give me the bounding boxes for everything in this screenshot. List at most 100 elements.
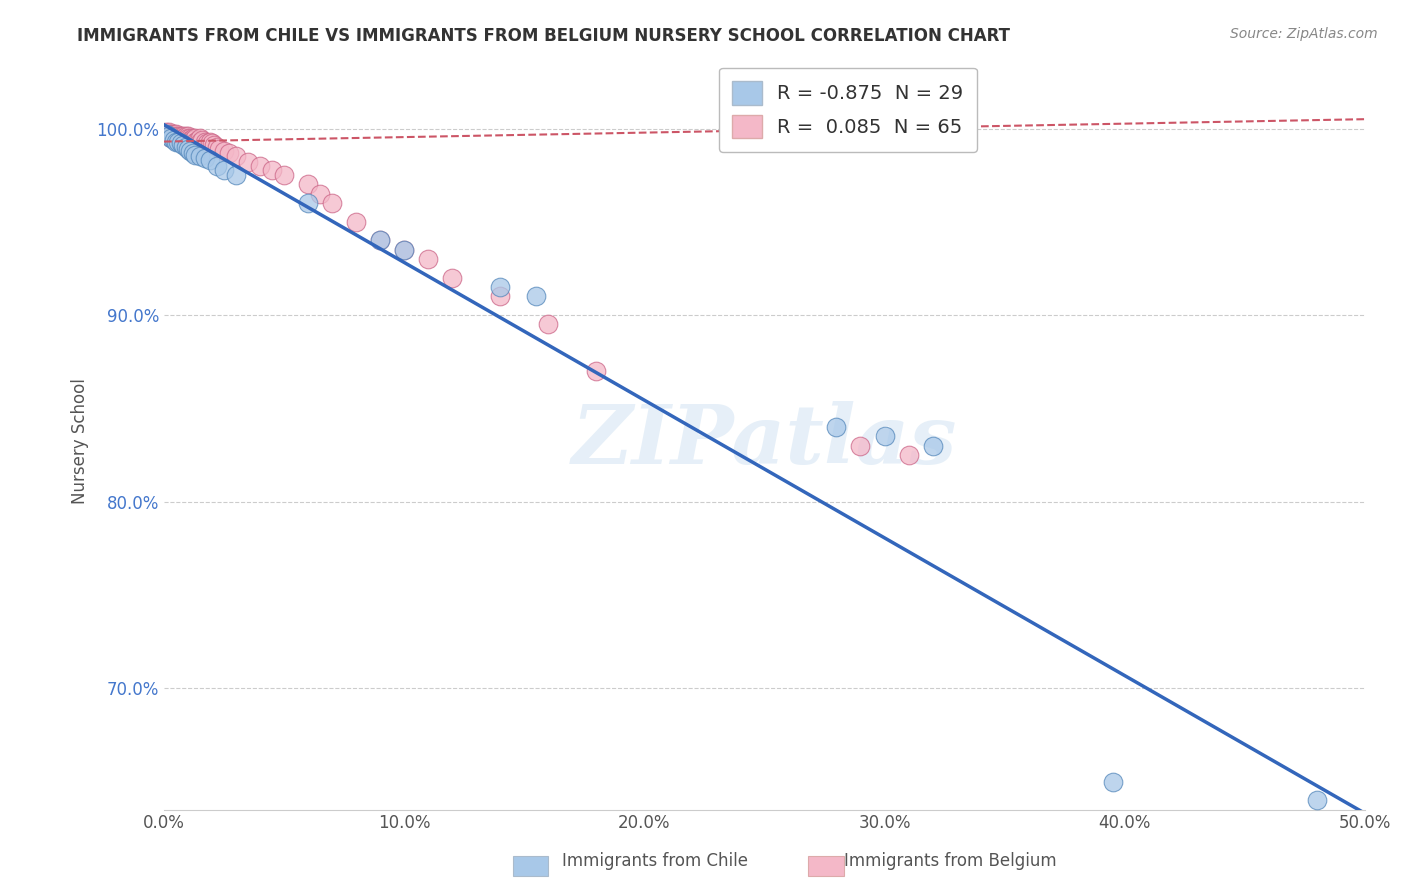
Point: [163, 128, 186, 143]
Point: [167, 131, 190, 145]
Point: [194, 135, 217, 149]
Point: [172, 128, 194, 143]
Point: [167, 133, 190, 147]
Point: [205, 140, 228, 154]
Point: [163, 131, 186, 145]
Point: [921, 439, 943, 453]
Point: [188, 131, 211, 145]
Legend: R = -0.875  N = 29, R =  0.085  N = 65: R = -0.875 N = 29, R = 0.085 N = 65: [718, 68, 977, 152]
Point: [163, 133, 186, 147]
Point: [897, 448, 920, 462]
Point: [262, 162, 284, 177]
Point: [179, 131, 201, 145]
Point: [179, 144, 201, 158]
Point: [537, 318, 560, 332]
Point: [392, 243, 415, 257]
Point: [212, 162, 235, 177]
Point: [873, 429, 896, 443]
Point: [170, 128, 193, 143]
Point: [188, 149, 211, 163]
Point: [195, 136, 218, 151]
Point: [825, 420, 848, 434]
Point: [249, 159, 271, 173]
Point: [184, 135, 207, 149]
Point: [208, 142, 231, 156]
Point: [194, 152, 217, 166]
Point: [157, 127, 180, 141]
Point: [297, 178, 319, 192]
Point: [174, 140, 197, 154]
Point: [170, 136, 193, 151]
Point: [191, 133, 214, 147]
Point: [198, 135, 221, 149]
Point: [174, 133, 197, 147]
Y-axis label: Nursery School: Nursery School: [72, 378, 89, 504]
Point: [198, 153, 221, 168]
Point: [212, 144, 235, 158]
Point: [172, 133, 194, 147]
Point: [155, 125, 177, 139]
Point: [188, 135, 211, 149]
Point: [225, 168, 247, 182]
Point: [177, 142, 200, 156]
Point: [157, 128, 180, 143]
Point: [157, 125, 180, 139]
Point: [849, 439, 872, 453]
Point: [160, 127, 183, 141]
Point: [170, 131, 193, 145]
Text: ZIPatlas: ZIPatlas: [572, 401, 957, 481]
Point: [163, 127, 186, 141]
Point: [418, 252, 440, 266]
Point: [157, 128, 180, 143]
Point: [181, 145, 204, 160]
Point: [165, 131, 187, 145]
Point: [174, 128, 197, 143]
Text: Immigrants from Chile: Immigrants from Chile: [562, 852, 748, 870]
Point: [177, 131, 200, 145]
Point: [321, 196, 343, 211]
Point: [218, 145, 240, 160]
Point: [184, 147, 207, 161]
Text: IMMIGRANTS FROM CHILE VS IMMIGRANTS FROM BELGIUM NURSERY SCHOOL CORRELATION CHAR: IMMIGRANTS FROM CHILE VS IMMIGRANTS FROM…: [77, 27, 1011, 45]
Point: [441, 270, 464, 285]
Point: [160, 131, 183, 145]
Point: [201, 136, 224, 151]
Point: [170, 133, 193, 147]
Point: [160, 128, 183, 143]
Point: [489, 289, 512, 303]
Point: [179, 133, 201, 147]
Point: [165, 127, 187, 141]
Point: [155, 127, 177, 141]
Point: [184, 131, 207, 145]
Point: [392, 243, 415, 257]
Point: [1101, 774, 1123, 789]
Point: [187, 133, 209, 147]
Point: [177, 135, 200, 149]
Point: [489, 280, 512, 294]
Point: [167, 128, 190, 143]
Point: [172, 138, 194, 153]
Point: [205, 159, 228, 173]
Point: [177, 128, 200, 143]
Point: [585, 364, 607, 378]
Point: [273, 168, 295, 182]
Point: [181, 133, 204, 147]
Point: [368, 234, 391, 248]
Point: [167, 135, 190, 149]
Point: [344, 215, 367, 229]
Point: [160, 131, 183, 145]
Point: [155, 127, 177, 141]
Point: [181, 131, 204, 145]
Point: [172, 131, 194, 145]
Point: [165, 135, 187, 149]
Point: [225, 149, 247, 163]
Point: [204, 138, 226, 153]
Point: [1306, 793, 1329, 807]
Point: [309, 186, 332, 201]
Point: [165, 128, 187, 143]
Point: [368, 234, 391, 248]
Point: [524, 289, 547, 303]
Point: [297, 196, 319, 211]
Text: Source: ZipAtlas.com: Source: ZipAtlas.com: [1230, 27, 1378, 41]
Point: [236, 155, 259, 169]
